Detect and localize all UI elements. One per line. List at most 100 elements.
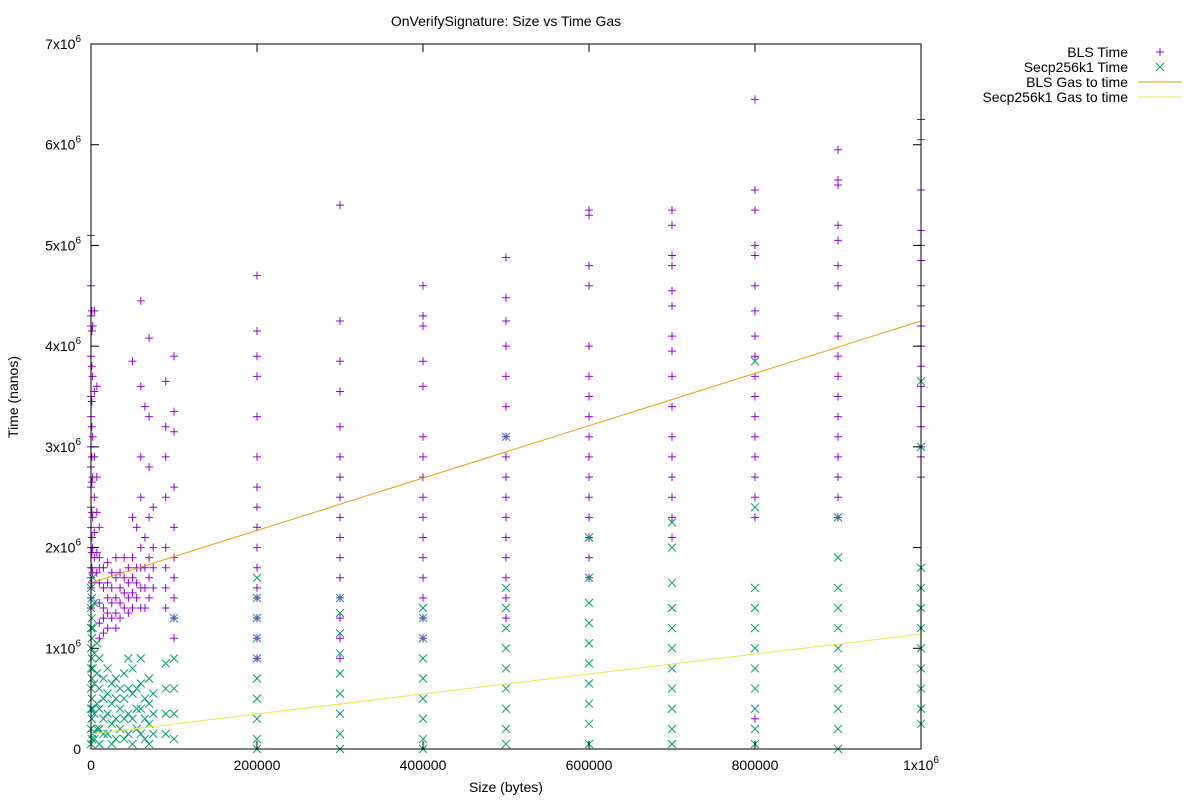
y-tick-label: 5x106 — [45, 235, 81, 253]
bls-point — [103, 609, 112, 618]
bls-point — [336, 452, 344, 461]
secp256k1-point — [115, 704, 125, 714]
bls-point — [99, 629, 108, 638]
bls-point — [87, 327, 96, 336]
secp256k1-point — [88, 704, 98, 714]
bls-point — [87, 533, 96, 542]
bls-point — [92, 508, 101, 517]
bls-point — [170, 573, 178, 582]
bls-point — [668, 432, 676, 441]
bls-point — [111, 553, 120, 562]
secp256k1-point — [119, 734, 129, 744]
bls-point — [90, 493, 99, 502]
bls-point — [132, 578, 141, 587]
secp256k1-point — [119, 694, 129, 703]
secp256k1-point — [144, 674, 154, 683]
bls-point — [88, 322, 97, 330]
y-tick-label: 3x106 — [45, 437, 81, 455]
secp256k1-point — [111, 694, 121, 703]
secp256k1-point — [750, 583, 760, 593]
bls-point — [116, 598, 125, 607]
bls-point — [95, 553, 104, 562]
secp256k1-point — [161, 709, 171, 719]
bls-point — [136, 493, 145, 502]
bls-point — [145, 553, 154, 562]
legend-label: Secp256k1 Gas to time — [982, 89, 1128, 105]
bls-point — [502, 473, 510, 482]
secp256k1-point — [111, 674, 121, 683]
secp256k1-point — [148, 709, 158, 719]
legend-marker — [1155, 62, 1165, 72]
bls-point — [120, 553, 129, 562]
bls-point — [834, 432, 842, 441]
bls-point — [834, 412, 842, 421]
bls-point — [419, 311, 427, 320]
secp256k1-point — [140, 734, 150, 744]
bls-point — [419, 357, 427, 366]
secp256k1-point — [750, 356, 760, 366]
y-axis-label: Time (nanos) — [5, 356, 21, 438]
bls-point — [136, 452, 145, 461]
secp256k1-point — [833, 643, 843, 653]
bls-point — [103, 558, 112, 567]
bls-point — [751, 352, 759, 361]
x-tick-label: 0 — [87, 757, 95, 773]
secp256k1-point — [418, 654, 428, 663]
secp256k1-point — [252, 593, 262, 603]
bls-point — [253, 352, 261, 361]
legend-item: Secp256k1 Time — [1024, 59, 1165, 75]
bls-point — [128, 357, 137, 366]
secp256k1-point — [750, 704, 760, 714]
y-tick-label: 0 — [73, 741, 81, 757]
secp256k1-point — [584, 719, 594, 729]
series-secp256k1-gas-to-time — [90, 633, 922, 735]
secp256k1-point — [335, 689, 345, 698]
secp256k1-point — [99, 714, 108, 724]
bls-point — [751, 452, 759, 461]
bls-point — [336, 493, 344, 502]
secp256k1-point — [89, 598, 99, 608]
secp256k1-point — [107, 719, 117, 729]
bls-point — [149, 583, 158, 592]
bls-point — [124, 563, 133, 572]
secp256k1-point — [750, 623, 760, 633]
plot-frame — [90, 43, 922, 750]
bls-point — [336, 473, 344, 482]
secp256k1-point — [584, 679, 594, 688]
bls-point — [99, 563, 108, 572]
bls-point — [132, 523, 141, 532]
secp256k1-point — [750, 664, 760, 673]
bls-point — [668, 286, 676, 295]
series-bls-time — [87, 95, 925, 723]
bls-point — [253, 503, 261, 512]
secp256k1-point — [128, 689, 137, 698]
secp256k1-point — [115, 724, 125, 734]
secp256k1-point — [161, 684, 171, 693]
data-marks — [86, 95, 926, 754]
bls-point — [253, 372, 261, 381]
bls-point — [111, 624, 120, 633]
bls-point — [92, 382, 101, 391]
bls-point — [136, 382, 145, 391]
bls-point — [170, 634, 178, 643]
bls-point — [834, 236, 842, 245]
bls-point — [170, 427, 178, 436]
secp256k1-point — [335, 648, 345, 658]
bls-point — [668, 452, 676, 461]
bls-point — [149, 543, 158, 552]
bls-point — [124, 593, 133, 602]
bls-point — [336, 387, 344, 396]
bls-point — [585, 452, 593, 461]
bls-point — [120, 604, 129, 612]
secp256k1-point — [136, 729, 146, 739]
bls-point — [161, 377, 170, 386]
bls-point — [834, 372, 842, 381]
bls-point — [107, 614, 116, 623]
bls-point — [88, 513, 97, 522]
bls-point — [834, 145, 842, 154]
axis-ticks: 0 200000 400000 600000 800000 1x106 0 1x106 2x10… — [45, 34, 939, 773]
bls-point — [336, 654, 344, 663]
bls-point — [170, 352, 178, 361]
bls-point — [585, 392, 593, 401]
